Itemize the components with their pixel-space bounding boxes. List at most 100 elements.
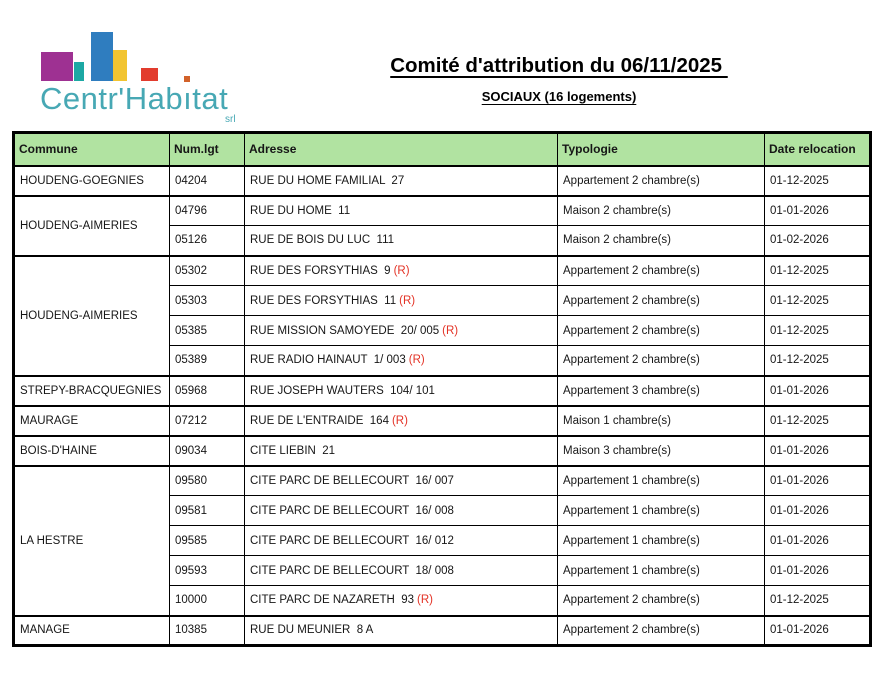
logo-text-start: Centr'Hab — [40, 81, 184, 116]
date-relocation-cell: 01-01-2026 — [764, 495, 871, 526]
adresse-cell: CITE PARC DE BELLECOURT 16/ 012 — [244, 525, 558, 556]
num-lgt-cell: 09593 — [169, 555, 245, 586]
date-relocation-cell: 01-01-2026 — [764, 464, 871, 496]
typologie-cell: Appartement 2 chambre(s) — [557, 164, 765, 196]
date-relocation-cell: 01-01-2026 — [764, 614, 871, 646]
adresse-cell: RUE DES FORSYTHIAS 9 (R) — [244, 254, 558, 286]
typologie-cell: Maison 3 chambre(s) — [557, 434, 765, 466]
logo-bar-yellow — [113, 50, 127, 81]
typologie-cell: Appartement 1 chambre(s) — [557, 555, 765, 586]
commune-cell: LA HESTRE — [13, 464, 170, 616]
relocation-flag: (R) — [391, 414, 408, 427]
date-relocation-cell: 01-01-2026 — [764, 434, 871, 466]
company-logo: Centr'Habı tat srl — [40, 30, 270, 130]
logo-bar-blue — [91, 32, 113, 81]
date-relocation-cell: 01-01-2026 — [764, 374, 871, 406]
date-relocation-cell: 01-12-2025 — [764, 254, 871, 286]
commune-cell: HOUDENG-AIMERIES — [13, 194, 170, 256]
num-lgt-cell: 05303 — [169, 285, 245, 316]
column-header: Num.lgt — [169, 132, 245, 167]
num-lgt-cell: 05302 — [169, 254, 245, 286]
adresse-cell: RUE RADIO HAINAUT 1/ 003 (R) — [244, 345, 558, 376]
adresse-cell: RUE DES FORSYTHIAS 11 (R) — [244, 285, 558, 316]
adresse-cell: RUE DU MEUNIER 8 A — [244, 614, 558, 646]
num-lgt-cell: 05385 — [169, 315, 245, 346]
date-relocation-cell: 01-12-2025 — [764, 315, 871, 346]
typologie-cell: Appartement 1 chambre(s) — [557, 495, 765, 526]
date-relocation-cell: 01-01-2026 — [764, 194, 871, 226]
num-lgt-cell: 09034 — [169, 434, 245, 466]
date-relocation-cell: 01-01-2026 — [764, 555, 871, 586]
date-relocation-cell: 01-12-2025 — [764, 585, 871, 616]
date-relocation-cell: 01-01-2026 — [764, 525, 871, 556]
column-header: Commune — [13, 132, 170, 167]
typologie-cell: Appartement 2 chambre(s) — [557, 254, 765, 286]
date-relocation-cell: 01-12-2025 — [764, 164, 871, 196]
adresse-cell: CITE PARC DE NAZARETH 93 (R) — [244, 585, 558, 616]
page-title: Comité d'attribution du 06/11/2025 — [390, 54, 728, 77]
num-lgt-cell: 09580 — [169, 464, 245, 496]
num-lgt-cell: 07212 — [169, 404, 245, 436]
logo-text-end: tat — [192, 81, 229, 116]
adresse-cell: CITE PARC DE BELLECOURT 16/ 008 — [244, 495, 558, 526]
typologie-cell: Appartement 2 chambre(s) — [557, 285, 765, 316]
commune-cell: MAURAGE — [13, 404, 170, 436]
table-row: MANAGE 10385 RUE DU MEUNIER 8 A Appartement… — [13, 614, 871, 646]
column-header: Adresse — [244, 132, 558, 167]
table-row: MAURAGE 07212 RUE DE L'ENTRAIDE 164 (R) Mais… — [13, 404, 871, 436]
num-lgt-cell: 05968 — [169, 374, 245, 406]
adresse-cell: RUE MISSION SAMOYEDE 20/ 005 (R) — [244, 315, 558, 346]
adresse-cell: RUE JOSEPH WAUTERS 104/ 101 — [244, 374, 558, 406]
logo-wordmark: Centr'Habı tat — [40, 76, 229, 116]
date-relocation-cell: 01-12-2025 — [764, 404, 871, 436]
adresse-cell: RUE DU HOME FAMILIAL 27 — [244, 164, 558, 196]
logo-bar-teal — [74, 62, 84, 81]
relocation-flag: (R) — [417, 594, 433, 607]
date-relocation-cell: 01-12-2025 — [764, 285, 871, 316]
adresse-cell: CITE PARC DE BELLECOURT 18/ 008 — [244, 555, 558, 586]
page-subtitle: SOCIAUX (16 logements) — [481, 88, 637, 104]
num-lgt-cell: 05389 — [169, 345, 245, 376]
logo-bar-red — [141, 68, 158, 81]
table-row: 10000 CITE PARC DE NAZARETH 93 (R) Appartem… — [14, 585, 871, 616]
typologie-cell: Appartement 2 chambre(s) — [557, 614, 765, 646]
table-row: 05385 RUE MISSION SAMOYEDE 20/ 005 (R) Appa… — [14, 315, 871, 346]
typologie-cell: Maison 2 chambre(s) — [557, 194, 765, 226]
commune-cell: STREPY-BRACQUEGNIES — [13, 374, 170, 406]
adresse-cell: CITE LIEBIN 21 — [244, 434, 558, 466]
attribution-table: Commune Num.lgt Adresse Typologie Date reloc… — [12, 131, 872, 647]
num-lgt-cell: 10000 — [169, 585, 245, 616]
logo-i-dot — [184, 76, 191, 82]
table-row: HOUDENG-AIMERIES 04796 RUE DU HOME 11 Maiso… — [13, 194, 871, 256]
num-lgt-cell: 10385 — [169, 614, 245, 646]
commune-cell: HOUDENG-AIMERIES — [13, 254, 170, 376]
typologie-cell: Appartement 3 chambre(s) — [557, 374, 765, 406]
adresse-cell: RUE DE BOIS DU LUC 111 — [244, 225, 558, 256]
typologie-cell: Maison 1 chambre(s) — [557, 404, 765, 436]
date-relocation-cell: 01-12-2025 — [764, 345, 871, 376]
table-row: HOUDENG-GOEGNIES 04204 RUE DU HOME FAMILIA… — [13, 164, 871, 196]
commune-cell: MANAGE — [13, 614, 170, 646]
adresse-cell: CITE PARC DE BELLECOURT 16/ 007 — [244, 464, 558, 496]
table-row: LA HESTRE 09580 CITE PARC DE BELLECOURT 16… — [13, 464, 871, 616]
typologie-cell: Maison 2 chambre(s) — [557, 225, 765, 256]
table-row: 05126 RUE DE BOIS DU LUC 111 Maison 2 cham… — [14, 225, 871, 256]
typologie-cell: Appartement 2 chambre(s) — [557, 585, 765, 616]
table-header-row: Commune Num.lgt Adresse Typologie Date reloc… — [13, 132, 871, 167]
table-row: STREPY-BRACQUEGNIES 05968 RUE JOSEPH WAUTE… — [13, 374, 871, 406]
table-row: 09593 CITE PARC DE BELLECOURT 18/ 008 Appa… — [14, 555, 871, 586]
date-relocation-cell: 01-02-2026 — [764, 225, 871, 256]
typologie-cell: Appartement 1 chambre(s) — [557, 464, 765, 496]
commune-cell: BOIS-D'HAINE — [13, 434, 170, 466]
logo-bar-purple — [41, 52, 73, 81]
logo-dotless-i: ı — [183, 81, 193, 116]
table-row: 09585 CITE PARC DE BELLECOURT 16/ 012 Appa… — [14, 525, 871, 556]
num-lgt-cell: 04796 — [169, 194, 245, 226]
table-row: BOIS-D'HAINE 09034 CITE LIEBIN 21 Maison 3 … — [13, 434, 871, 466]
table-row: 05303 RUE DES FORSYTHIAS 11 (R) Appartement… — [14, 285, 871, 316]
table-row: HOUDENG-AIMERIES 05302 RUE DES FORSYTHIAS … — [13, 254, 871, 376]
num-lgt-cell: 09585 — [169, 525, 245, 556]
table-row: 05389 RUE RADIO HAINAUT 1/ 003 (R) Appartem… — [14, 345, 871, 376]
relocation-flag: (R) — [442, 324, 459, 337]
